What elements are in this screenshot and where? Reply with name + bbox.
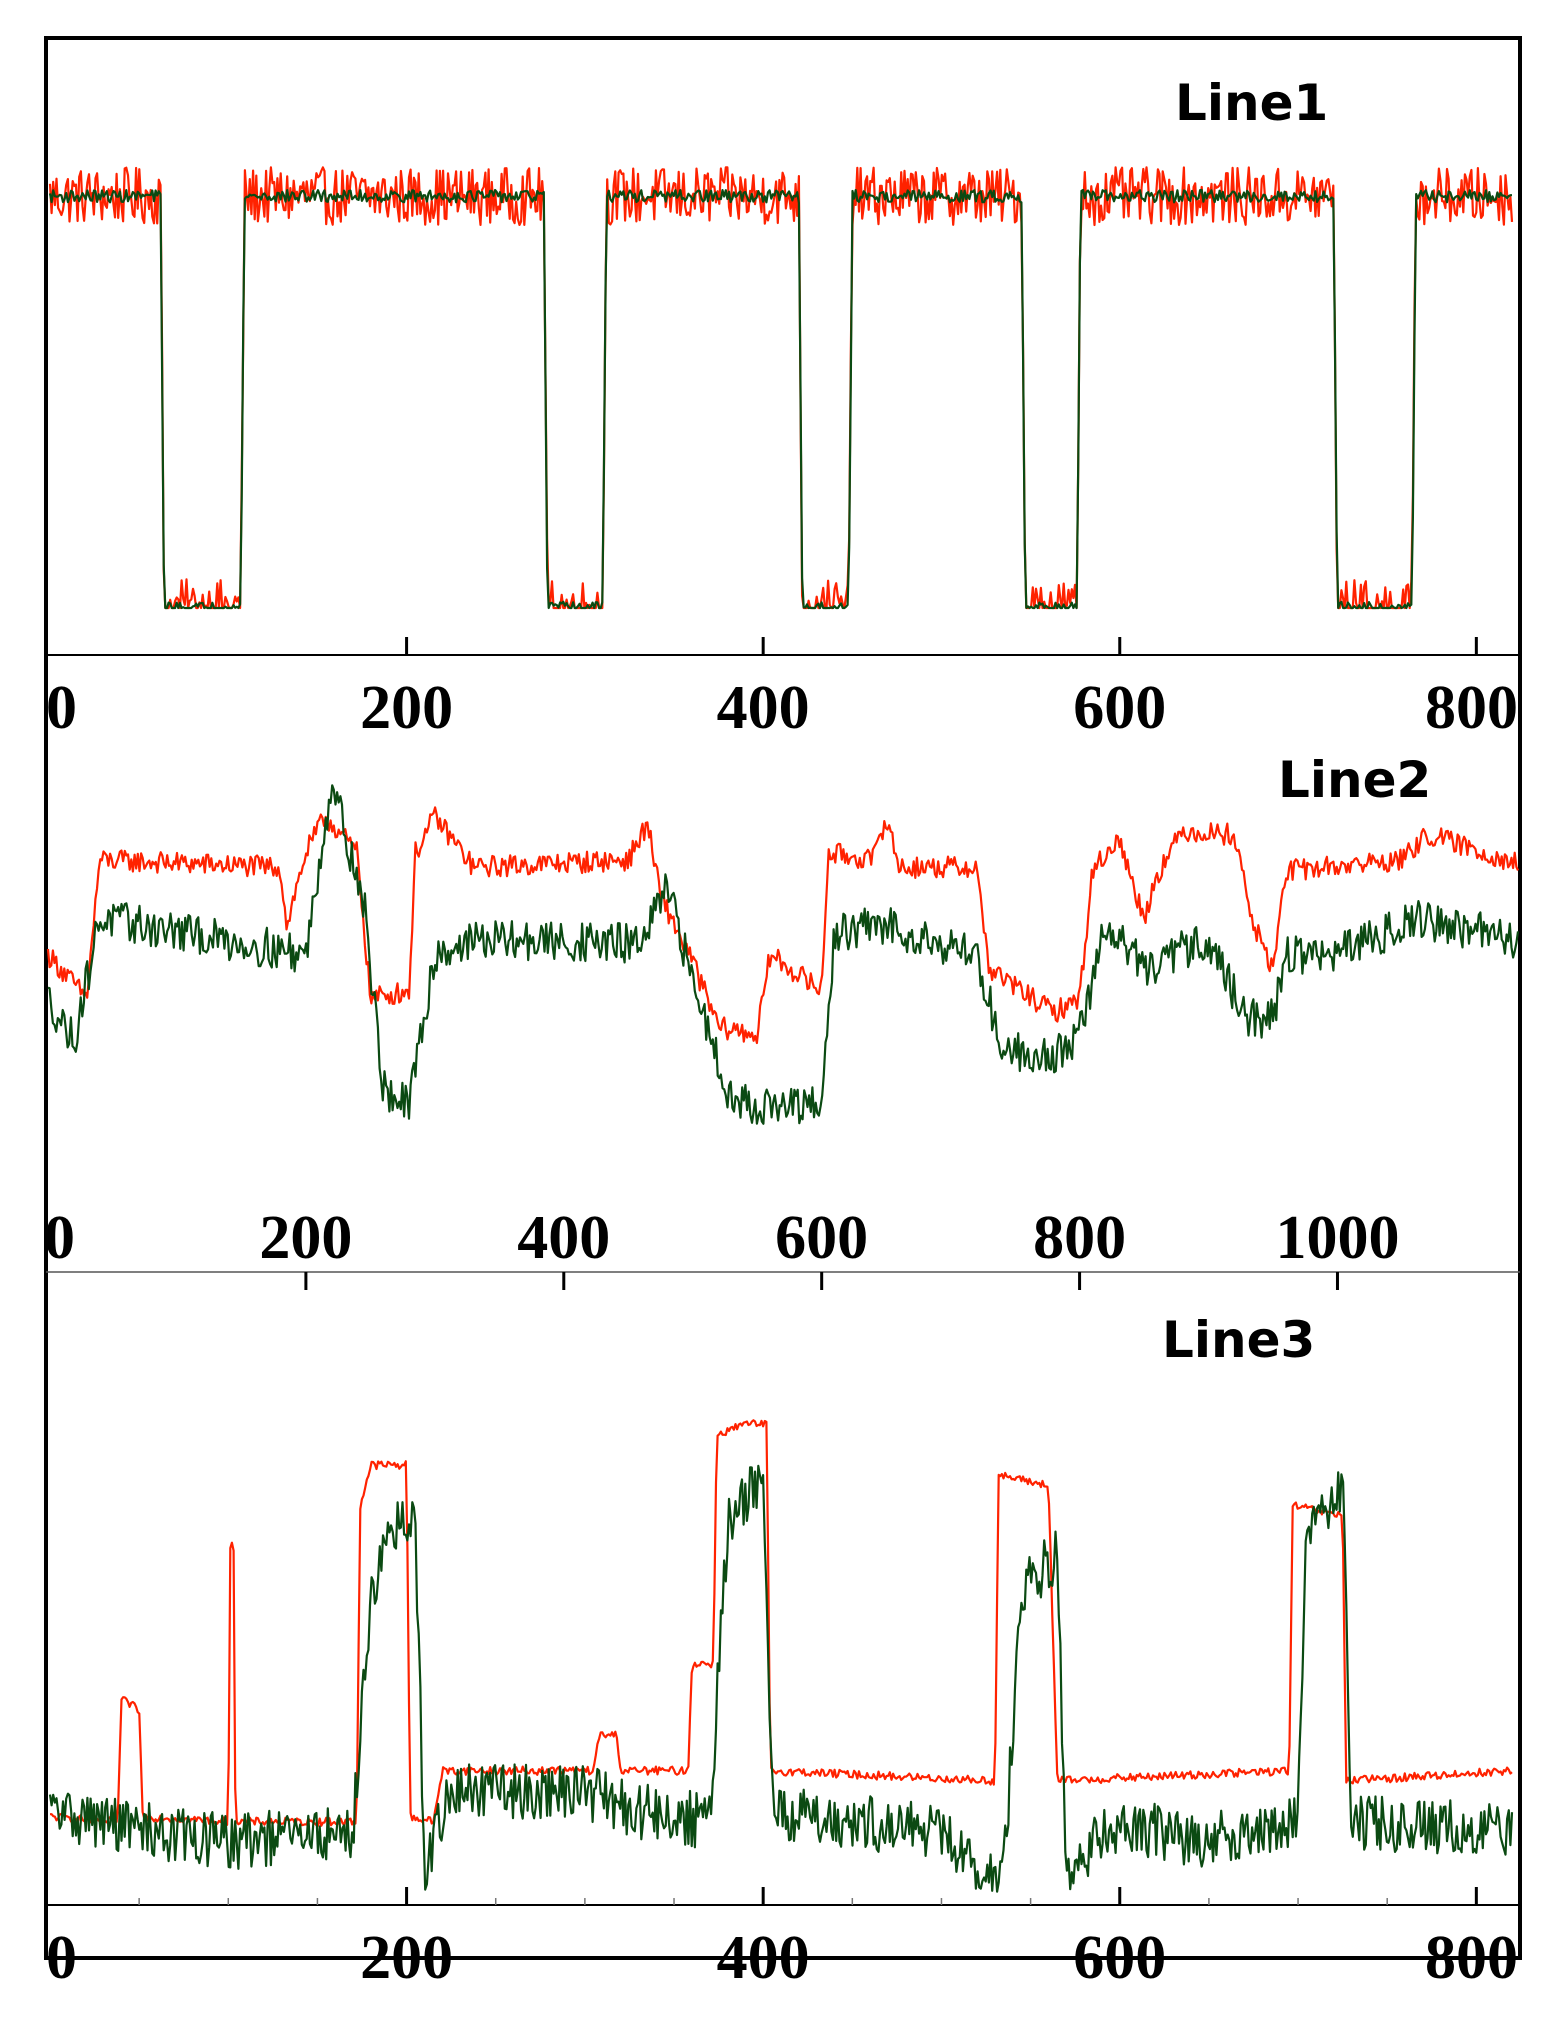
panel1-tick-labels: 0 200 400 600 800 [46, 674, 1518, 742]
panel2-title: Line2 [1278, 751, 1431, 809]
x-tick-label-400: 400 [717, 674, 810, 742]
x-tick-label-400: 400 [517, 1204, 610, 1272]
x-tick-label-200: 200 [360, 1924, 453, 1992]
x-tick-label-0: 0 [44, 1204, 75, 1272]
x-tick-label-200: 200 [360, 674, 453, 742]
panel-line3: Line3 0 200 400 600 800 [46, 1311, 1520, 1992]
panel1-series-green [48, 188, 1512, 610]
panel1-ticks [405, 637, 1478, 655]
x-tick-label-600: 600 [1073, 1924, 1166, 1992]
panel1-title: Line1 [1175, 74, 1328, 132]
panel2-ticks [304, 1272, 1339, 1290]
x-tick-label-600: 600 [775, 1204, 868, 1272]
panel-line1: Line1 0 200 400 600 800 [46, 74, 1520, 742]
panel1-series-red [48, 166, 1514, 610]
panel2-series-green [47, 784, 1520, 1125]
panel3-ticks [138, 1887, 1478, 1905]
x-tick-label-800: 800 [1425, 674, 1518, 742]
x-tick-label-600: 600 [1073, 674, 1166, 742]
panel3-series-red [50, 1419, 1513, 1827]
panel3-tick-labels: 0 200 400 600 800 [46, 1924, 1518, 1992]
x-tick-label-800: 800 [1425, 1924, 1518, 1992]
panel-line2: Line2 0 200 400 600 800 1000 [44, 751, 1520, 1290]
x-tick-label-800: 800 [1033, 1204, 1126, 1272]
panel2-tick-labels: 0 200 400 600 800 1000 [44, 1204, 1399, 1272]
x-tick-label-0: 0 [46, 1924, 77, 1992]
figure-frame [44, 36, 1522, 1960]
panel2-series-red [46, 806, 1520, 1045]
x-tick-label-0: 0 [46, 674, 77, 742]
panel3-series-green [48, 1464, 1514, 1893]
x-tick-label-400: 400 [717, 1924, 810, 1992]
panel3-title: Line3 [1162, 1311, 1315, 1369]
x-tick-label-200: 200 [259, 1204, 352, 1272]
x-tick-label-1000: 1000 [1275, 1204, 1399, 1272]
